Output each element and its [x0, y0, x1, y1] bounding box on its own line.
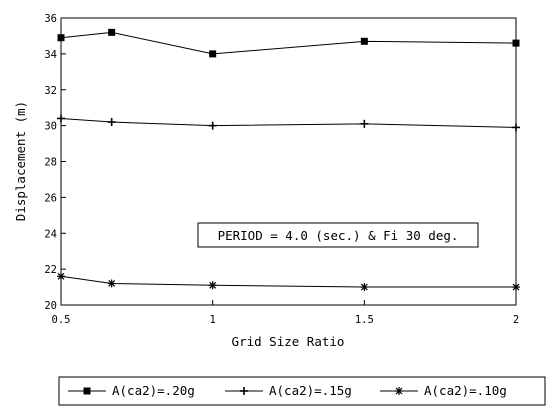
star-marker-d2 — [395, 387, 403, 395]
x-axis-label: Grid Size Ratio — [232, 334, 345, 349]
x-tick-label: 1 — [210, 314, 216, 326]
series-line — [60, 31, 517, 55]
star-marker-d2 — [108, 280, 116, 287]
y-axis: 20 22 24 26 28 30 32 34 36 — [44, 13, 66, 312]
y-tick-label: 32 — [44, 85, 57, 97]
plus-marker — [512, 123, 520, 132]
plus-marker — [240, 387, 248, 395]
y-tick-label: 30 — [44, 121, 57, 133]
annotation-box: PERIOD = 4.0 (sec.) & Fi 30 deg. — [197, 222, 479, 248]
plot-frame — [60, 17, 517, 306]
star-marker — [107, 279, 116, 288]
annotation-frame — [197, 222, 479, 248]
legend: A(ca2)=.20g A(ca2)=.15g A(ca2)=.10g — [58, 376, 546, 406]
legend-label: A(ca2)=.10g — [424, 383, 507, 398]
square-marker — [209, 50, 217, 58]
star-marker-d2 — [57, 272, 65, 280]
star-marker-d2 — [360, 283, 368, 291]
x-tick-label: 0.5 — [52, 314, 71, 326]
y-tick-label: 26 — [44, 192, 57, 204]
plus-marker — [57, 114, 65, 123]
plus-marker — [208, 121, 217, 130]
square-marker — [83, 387, 91, 395]
legend-item: A(ca2)=.10g — [380, 383, 507, 398]
legend-label: A(ca2)=.15g — [269, 383, 352, 398]
square-marker — [57, 34, 65, 42]
series-line — [60, 117, 517, 128]
y-tick-label: 20 — [44, 300, 57, 312]
legend-label: A(ca2)=.20g — [112, 383, 195, 398]
series-1 — [57, 28, 520, 58]
series-3 — [57, 272, 520, 292]
y-tick-label: 28 — [44, 157, 57, 169]
star-marker-d2 — [209, 281, 217, 289]
star-marker-d2 — [512, 283, 520, 291]
y-tick-label: 36 — [44, 13, 57, 25]
annotation-text: PERIOD = 4.0 (sec.) & Fi 30 deg. — [218, 228, 459, 243]
star-marker — [360, 283, 369, 292]
square-marker — [360, 37, 368, 45]
x-axis: 0.5 1 1.5 2 — [52, 300, 519, 326]
x-tick-label: 2 — [513, 314, 519, 326]
star-marker — [208, 281, 217, 290]
star-marker — [395, 387, 403, 395]
y-tick-label: 22 — [44, 264, 57, 276]
y-axis-label: Displacement (m) — [13, 101, 28, 221]
plus-marker — [107, 118, 116, 127]
legend-item: A(ca2)=.15g — [225, 383, 352, 398]
x-tick-label: 1.5 — [355, 314, 374, 326]
star-marker — [512, 283, 520, 292]
legend-item: A(ca2)=.20g — [68, 383, 195, 398]
series-line — [60, 275, 516, 288]
y-tick-label: 24 — [44, 228, 57, 240]
legend-frame — [58, 376, 546, 406]
square-marker — [108, 28, 116, 36]
plus-marker — [360, 119, 369, 128]
series-layer — [57, 28, 520, 292]
square-marker — [512, 39, 520, 47]
series-2 — [57, 114, 520, 132]
star-marker — [57, 272, 65, 281]
y-tick-label: 34 — [44, 49, 57, 61]
